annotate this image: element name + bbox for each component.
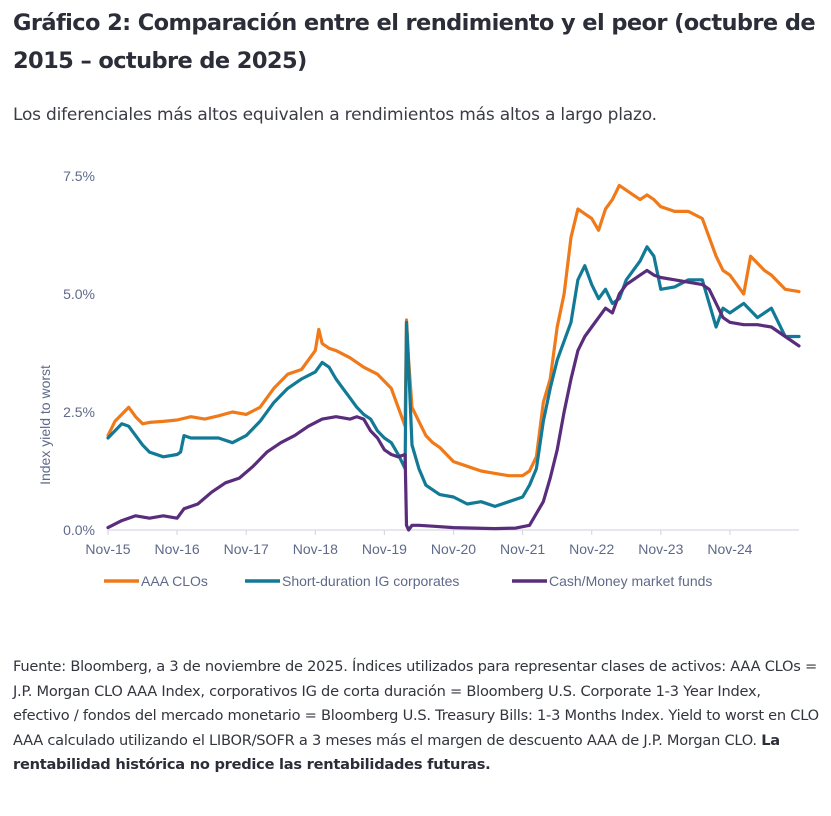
series-line-2 [106,268,801,532]
source-footnote: Fuente: Bloomberg, a 3 de noviembre de 2… [13,655,821,778]
y-axis-label: Index yield to worst [37,365,53,485]
y-axis-ticks: 0.0% 2.5% 5.0% 7.5% [63,168,95,538]
legend-label: Cash/Money market funds [549,573,712,589]
x-tick-label: Nov-21 [500,541,545,557]
footnote-text: Fuente: Bloomberg, a 3 de noviembre de 2… [13,658,819,749]
x-tick-label: Nov-17 [224,541,269,557]
chart-title: Gráfico 2: Comparación entre el rendimie… [13,10,816,74]
x-tick-label: Nov-24 [707,541,752,557]
y-tick-label: 7.5% [63,168,95,184]
x-tick-label: Nov-22 [569,541,614,557]
y-tick-label: 5.0% [63,286,95,302]
y-axis-label-group: Index yield to worst [37,365,53,485]
x-tick-label: Nov-15 [85,541,130,557]
chart-subtitle: Los diferenciales más altos equivalen a … [13,105,657,125]
y-tick-label: 2.5% [63,404,95,420]
x-tick-label: Nov-23 [638,541,683,557]
legend: AAA CLOs Short-duration IG corporates Cash… [104,573,712,589]
y-tick-label: 0.0% [63,522,95,538]
x-tick-label: Nov-18 [293,541,338,557]
x-tick-label: Nov-20 [431,541,476,557]
legend-label: Short-duration IG corporates [282,573,459,589]
series-lines [106,183,801,532]
legend-label: AAA CLOs [141,573,208,589]
x-axis-ticks: Nov-15 Nov-16 Nov-17 Nov-18 Nov-19 Nov-20 Nov-… [85,530,753,557]
series-line-1 [106,245,801,508]
footnote-disclaimer: La rentabilidad histórica no predice las… [13,731,780,774]
series-line-0 [106,183,801,478]
x-tick-label: Nov-16 [155,541,200,557]
x-tick-label: Nov-19 [362,541,407,557]
line-chart: Index yield to worst 0.0% 2.5% 5.0% 7.5% No… [37,168,801,589]
